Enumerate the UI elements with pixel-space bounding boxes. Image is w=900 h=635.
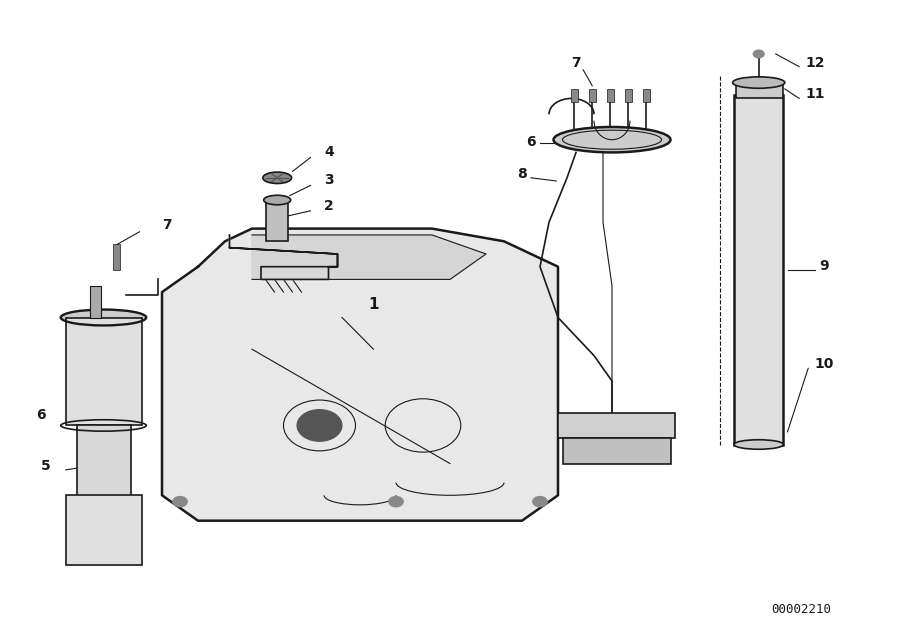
Text: 9: 9 [819,259,829,273]
Ellipse shape [733,77,785,88]
Circle shape [173,497,187,507]
Bar [589,89,596,102]
Bar [90,286,101,318]
Bar [734,95,783,444]
Bar [76,425,130,502]
Text: 3: 3 [324,173,334,187]
Text: 00002210: 00002210 [771,603,831,616]
Ellipse shape [734,439,783,450]
Text: 1: 1 [368,297,379,312]
Polygon shape [252,235,486,279]
Text: 11: 11 [806,88,825,102]
Ellipse shape [61,310,146,325]
Bar [66,318,142,425]
Bar [558,413,675,438]
Polygon shape [162,229,558,521]
Circle shape [753,50,764,58]
Circle shape [297,410,342,441]
Text: 8: 8 [518,167,527,181]
Bar [736,83,783,98]
Text: 7: 7 [572,56,581,70]
Circle shape [389,497,403,507]
Text: 6: 6 [36,408,46,422]
Text: 4: 4 [324,145,334,159]
Ellipse shape [554,127,670,152]
Ellipse shape [263,172,292,184]
Polygon shape [230,235,338,279]
Text: 5: 5 [40,459,50,473]
Text: 12: 12 [806,56,825,70]
Text: 7: 7 [162,218,172,232]
Bar [625,89,632,102]
Text: 2: 2 [324,199,334,213]
Bar [66,495,142,565]
Text: 6: 6 [526,135,536,149]
Bar [112,244,120,270]
Bar [571,89,578,102]
Circle shape [533,497,547,507]
Bar [607,89,614,102]
Bar [266,203,288,241]
Bar [643,89,650,102]
Bar [562,438,670,464]
Text: 10: 10 [814,358,834,371]
Ellipse shape [264,196,291,204]
